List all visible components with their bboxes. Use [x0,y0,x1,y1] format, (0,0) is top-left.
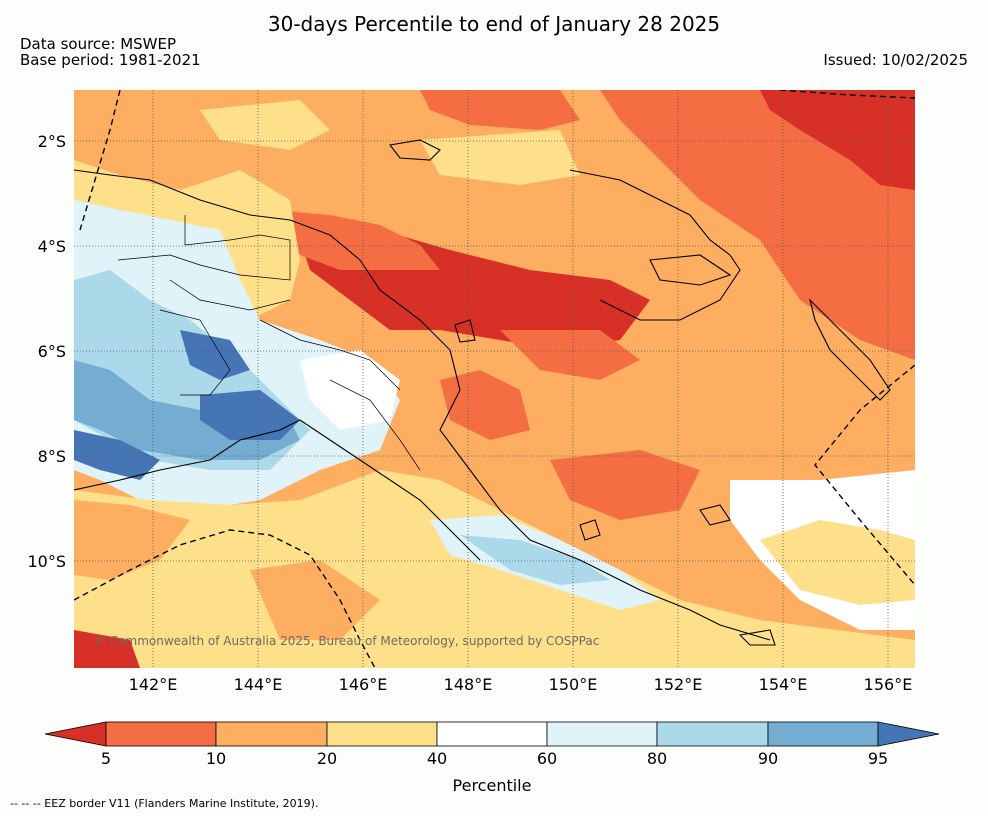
lat-tick-label: 2°S [38,132,66,151]
colorbar-ticks: 5 10 20 40 60 80 90 95 [101,749,888,768]
colorbar-tick-label: 60 [537,749,557,768]
map-title: 30-days Percentile to end of January 28 … [267,12,721,36]
lon-tick-label: 152°E [654,675,703,694]
colorbar-tick-label: 5 [101,749,111,768]
colorbar-swatch-20-40 [326,721,438,747]
lon-tick-label: 142°E [129,675,178,694]
percentile-patch [200,100,330,150]
colorbar-swatch-90-95 [767,721,879,747]
colorbar-tick-label: 20 [317,749,337,768]
percentile-patch [420,130,580,185]
metadata-left: Data source: MSWEP Base period: 1981-202… [20,36,201,68]
colorbar-title: Percentile [453,776,532,795]
colorbar-tick-label: 10 [206,749,226,768]
lat-tick-label: 6°S [38,342,66,361]
percentile-patch [74,630,140,668]
graticule [74,90,915,668]
eez-footnote: -- -- -- EEZ border V11 (Flanders Marine… [10,797,319,810]
colorbar-tick-label: 90 [758,749,778,768]
lat-tick-label: 10°S [27,552,66,571]
issued-date-label: Issued: 10/02/2025 [823,51,968,69]
colorbar-tick-label: 40 [427,749,447,768]
map-panel: © Commonwealth of Australia 2025, Bureau… [74,90,915,668]
percentile-patch [550,450,700,520]
lon-tick-label: 156°E [864,675,913,694]
lon-tick-label: 150°E [549,675,598,694]
percentile-patch [74,500,190,580]
percentile-patch [420,90,580,130]
colorbar-extend-high [877,721,940,747]
eez-borders [74,90,915,668]
colorbar-swatch-40-60 [436,721,548,747]
percentile-patch [180,330,250,380]
colorbar-extend-low [44,721,107,747]
percentile-patch [200,390,300,440]
coastlines [74,139,891,646]
percentile-patch [500,330,640,380]
data-source-label: Data source: MSWEP [20,35,177,53]
province-borders [117,215,421,471]
percentile-patch [270,210,440,270]
longitude-axis: 142°E 144°E 146°E 148°E 150°E 152°E 154°… [129,675,913,694]
copyright-notice: © Commonwealth of Australia 2025, Bureau… [94,634,599,648]
percentile-patch [74,430,160,480]
colorbar-swatch-60-80 [546,721,658,747]
percentile-patch [600,90,915,360]
percentile-patch [460,535,610,585]
latitude-axis: 2°S 4°S 6°S 8°S 10°S [27,132,66,571]
colorbar-tick-label: 80 [647,749,667,768]
lon-tick-label: 144°E [234,675,283,694]
lat-tick-label: 8°S [38,447,66,466]
base-period-label: Base period: 1981-2021 [20,51,201,69]
percentile-patch [760,90,915,190]
percentile-patch [760,520,915,605]
lon-tick-label: 148°E [444,675,493,694]
lon-tick-label: 146°E [339,675,388,694]
colorbar-swatch-80-90 [656,721,769,747]
colorbar-swatch-5-10 [105,721,217,747]
percentile-patch [250,560,380,640]
colorbar-swatch-10-20 [215,721,328,747]
percentile-patch [440,370,530,440]
colorbar [44,721,940,747]
lat-tick-label: 4°S [38,237,66,256]
colorbar-tick-label: 95 [868,749,888,768]
lon-tick-label: 154°E [759,675,808,694]
